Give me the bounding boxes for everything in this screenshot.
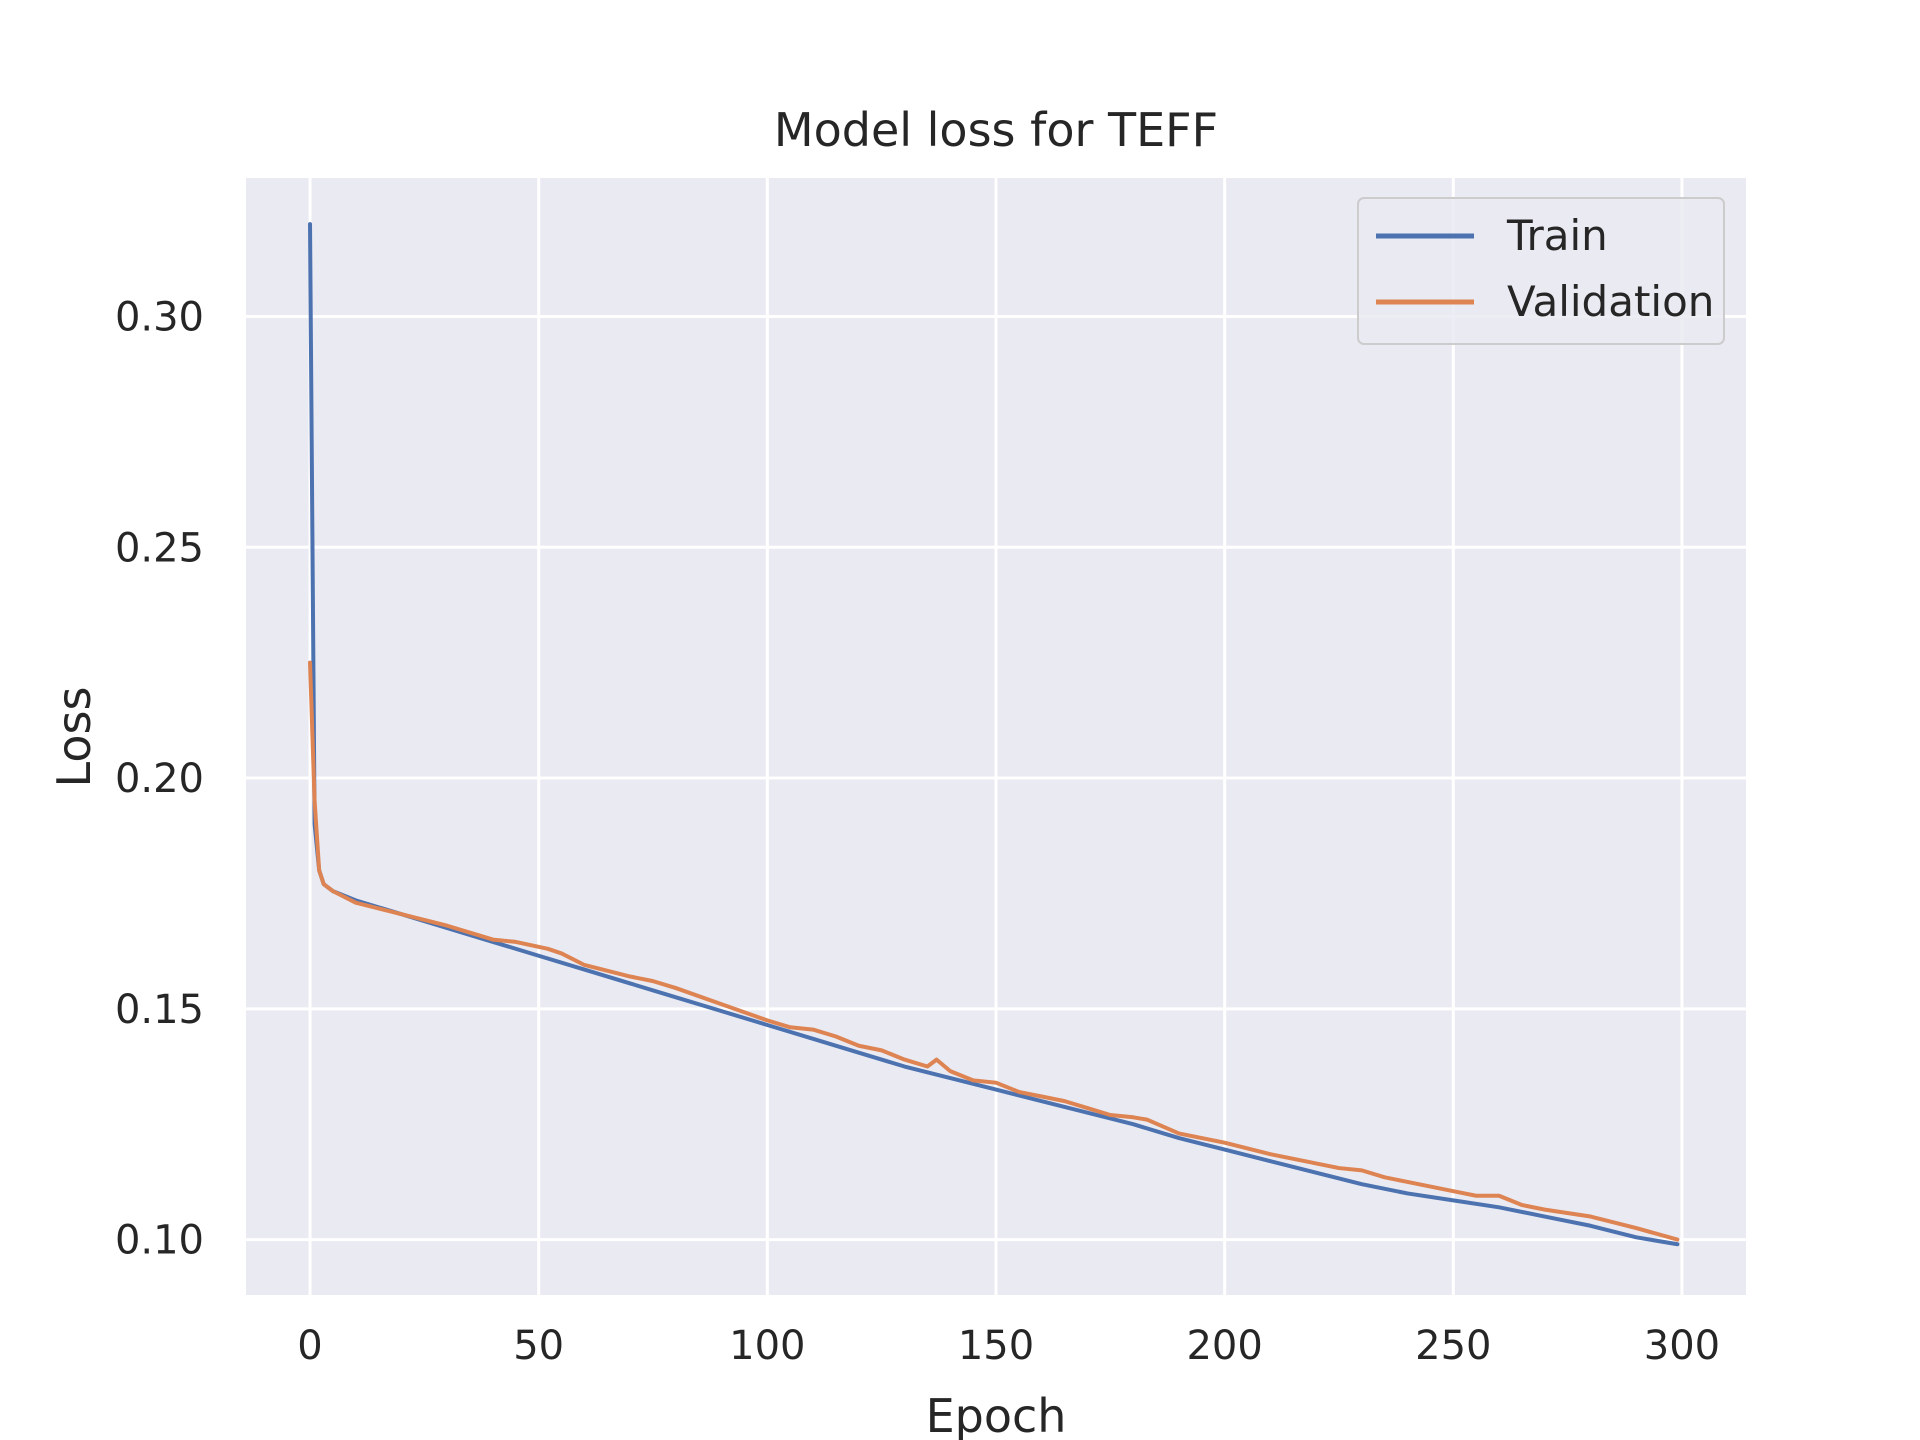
series-lines [308,222,1680,1247]
y-tick-label: 0.15 [115,987,204,1033]
grid-lines [246,178,1746,1295]
y-axis-label: Loss [47,687,101,788]
x-tick-label: 150 [958,1323,1034,1369]
legend: Train Validation [1357,197,1725,345]
y-tick-label: 0.10 [115,1218,204,1264]
x-tick-label: 250 [1415,1323,1491,1369]
x-tick-label: 300 [1644,1323,1720,1369]
legend-label-validation: Validation [1507,277,1714,326]
legend-label-train: Train [1506,211,1608,260]
chart-title: Model loss for TEFF [774,103,1218,157]
y-axis-ticks: 0.10 0.15 0.20 0.25 0.30 [115,294,204,1263]
y-tick-label: 0.25 [115,525,204,571]
x-axis-label: Epoch [926,1389,1067,1440]
x-tick-label: 0 [297,1323,322,1369]
y-tick-label: 0.20 [115,756,204,802]
x-tick-label: 200 [1186,1323,1262,1369]
x-tick-label: 50 [513,1323,564,1369]
x-axis-ticks: 0 50 100 150 200 250 300 [297,1323,1720,1369]
x-tick-label: 100 [729,1323,805,1369]
series-line-validation [308,660,1680,1242]
y-tick-label: 0.30 [115,294,204,340]
